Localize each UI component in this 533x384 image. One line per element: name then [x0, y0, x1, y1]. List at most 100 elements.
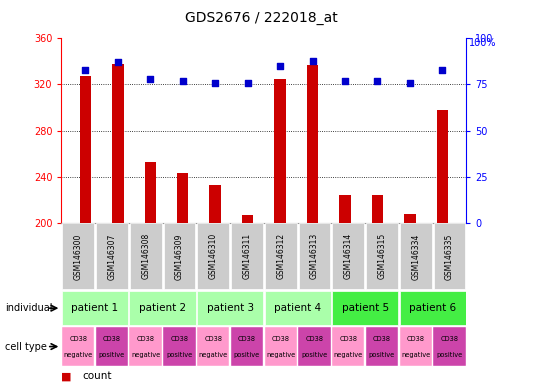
Bar [96, 223, 128, 289]
Text: GSM146312: GSM146312 [276, 233, 285, 280]
Text: count: count [83, 371, 112, 381]
Text: positive: positive [437, 353, 463, 358]
Text: GSM146315: GSM146315 [377, 233, 386, 280]
Text: CD38: CD38 [373, 336, 391, 342]
Text: GSM146308: GSM146308 [141, 233, 150, 280]
Text: GSM146334: GSM146334 [411, 233, 420, 280]
Point [438, 67, 447, 73]
Text: patient 5: patient 5 [342, 303, 389, 313]
Point [81, 67, 90, 73]
Text: GSM146307: GSM146307 [108, 233, 116, 280]
Bar [62, 223, 94, 289]
Text: ■: ■ [61, 371, 72, 381]
Text: negative: negative [334, 353, 363, 358]
Text: negative: negative [63, 353, 93, 358]
Point [341, 78, 349, 84]
Point [244, 79, 252, 86]
Bar [144, 162, 156, 384]
Bar [298, 223, 330, 289]
Bar [332, 291, 398, 325]
Bar [62, 327, 94, 366]
Point [373, 78, 382, 84]
Text: positive: positive [99, 353, 125, 358]
Text: positive: positive [166, 353, 192, 358]
Bar [340, 195, 351, 384]
Bar [231, 223, 263, 289]
Text: GSM146309: GSM146309 [175, 233, 184, 280]
Text: CD38: CD38 [69, 336, 87, 342]
Bar [197, 327, 229, 366]
Point [406, 79, 414, 86]
Bar [164, 223, 195, 289]
Text: individual: individual [5, 303, 53, 313]
Text: CD38: CD38 [407, 336, 425, 342]
Bar [400, 327, 432, 366]
Bar [231, 327, 263, 366]
Bar [130, 223, 161, 289]
Bar [209, 185, 221, 384]
Bar [264, 327, 297, 366]
Text: positive: positive [301, 353, 328, 358]
Bar [366, 223, 398, 289]
Bar [177, 173, 188, 384]
Bar [437, 110, 448, 384]
Text: GDS2676 / 222018_at: GDS2676 / 222018_at [185, 11, 337, 25]
Bar [62, 291, 128, 325]
Text: negative: negative [199, 353, 228, 358]
Point [114, 59, 122, 65]
Text: GSM146311: GSM146311 [243, 233, 252, 280]
Bar [307, 65, 318, 384]
Bar [366, 327, 398, 366]
Bar [404, 214, 416, 384]
Text: 100%: 100% [469, 38, 497, 48]
Bar [130, 327, 162, 366]
Text: GSM146335: GSM146335 [445, 233, 454, 280]
Bar [400, 223, 432, 289]
Text: CD38: CD38 [136, 336, 155, 342]
Text: patient 4: patient 4 [274, 303, 321, 313]
Text: CD38: CD38 [204, 336, 222, 342]
Text: patient 1: patient 1 [71, 303, 119, 313]
Point [146, 76, 155, 82]
Text: patient 2: patient 2 [139, 303, 186, 313]
Text: positive: positive [234, 353, 260, 358]
Text: CD38: CD38 [103, 336, 121, 342]
Text: negative: negative [401, 353, 430, 358]
Text: positive: positive [369, 353, 395, 358]
Bar [400, 291, 466, 325]
Bar [434, 223, 465, 289]
Bar [332, 327, 365, 366]
Text: cell type: cell type [5, 341, 47, 352]
Text: CD38: CD38 [305, 336, 324, 342]
Text: GSM146300: GSM146300 [74, 233, 83, 280]
Bar [264, 291, 330, 325]
Bar [130, 291, 196, 325]
Point [211, 79, 220, 86]
Text: CD38: CD38 [171, 336, 189, 342]
Bar [96, 327, 128, 366]
Bar [333, 223, 364, 289]
Text: CD38: CD38 [339, 336, 357, 342]
Bar [265, 223, 296, 289]
Bar [274, 79, 286, 384]
Point [276, 63, 284, 69]
Text: CD38: CD38 [440, 336, 458, 342]
Text: CD38: CD38 [272, 336, 290, 342]
Text: negative: negative [131, 353, 160, 358]
Bar [112, 64, 124, 384]
Bar [197, 223, 229, 289]
Text: patient 3: patient 3 [206, 303, 254, 313]
Text: CD38: CD38 [238, 336, 256, 342]
Point [179, 78, 187, 84]
Bar [298, 327, 330, 366]
Text: GSM146313: GSM146313 [310, 233, 319, 280]
Text: GSM146314: GSM146314 [344, 233, 353, 280]
Bar [433, 327, 466, 366]
Point [308, 58, 317, 64]
Bar [197, 291, 263, 325]
Bar [372, 195, 383, 384]
Text: negative: negative [266, 353, 295, 358]
Bar [80, 76, 91, 384]
Bar [242, 215, 253, 384]
Text: patient 6: patient 6 [409, 303, 456, 313]
